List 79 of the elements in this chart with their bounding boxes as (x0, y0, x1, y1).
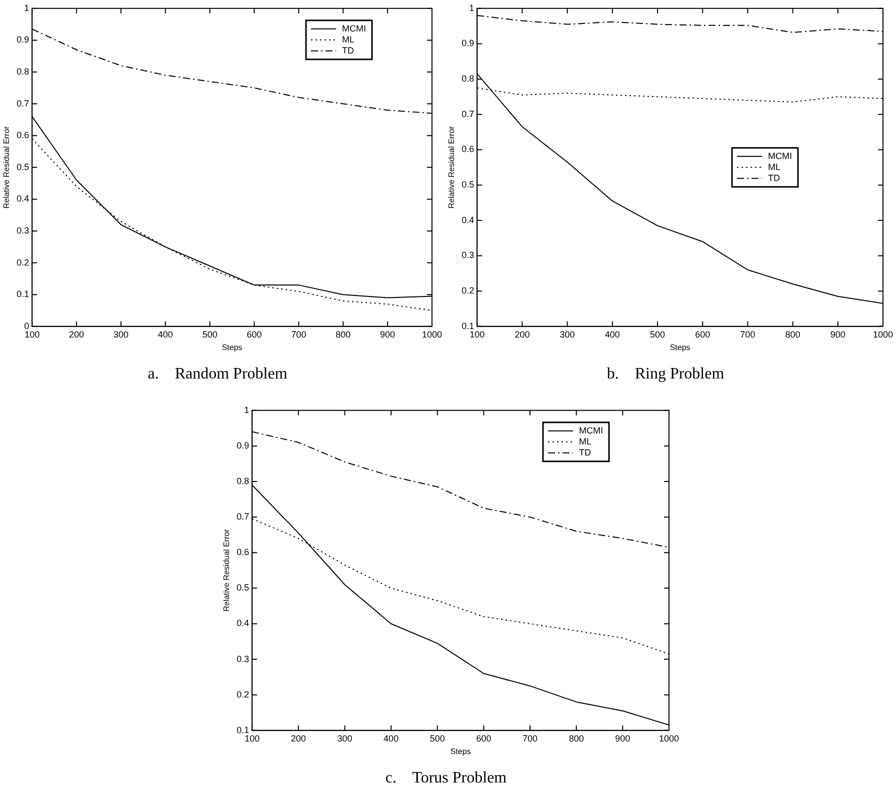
x-tick-label: 900 (380, 329, 396, 340)
x-tick-label: 500 (650, 329, 666, 340)
x-tick-label: 200 (290, 733, 306, 744)
x-tick-label: 100 (470, 329, 485, 340)
x-tick-label: 500 (202, 329, 218, 340)
x-tick-label: 1000 (658, 733, 680, 744)
y-tick-label: 0.6 (236, 547, 250, 558)
x-tick-label: 900 (830, 329, 846, 340)
x-tick-label: 600 (476, 733, 492, 744)
x-axis-title: Steps (670, 343, 690, 352)
y-tick-label: 0.4 (236, 618, 250, 628)
y-tick-label: 0.1 (462, 320, 474, 331)
x-axis-title: Steps (450, 747, 471, 756)
y-axis-title: Relative Residual Error (447, 126, 456, 209)
y-axis-title: Relative Residual Error (2, 126, 12, 209)
legend-label: ML (768, 162, 781, 172)
y-tick-label: 0.9 (16, 34, 30, 45)
x-tick-label: 400 (384, 733, 399, 744)
y-tick-label: 0.5 (236, 582, 250, 593)
y-tick-label: 1 (469, 2, 474, 13)
x-tick-label: 300 (560, 329, 575, 340)
x-tick-label: 900 (615, 733, 630, 744)
legend-label: MCMI (578, 425, 603, 436)
y-tick-label: 0.6 (16, 130, 30, 140)
x-tick-label: 700 (291, 329, 306, 340)
x-tick-label: 300 (337, 733, 352, 744)
y-tick-label: 0.9 (462, 38, 474, 48)
legend-label: TD (342, 45, 354, 56)
y-tick-label: 1 (24, 2, 30, 13)
x-tick-label: 300 (113, 329, 128, 340)
y-tick-label: 0.9 (236, 440, 250, 450)
legend-label: ML (578, 436, 592, 446)
x-tick-label: 200 (69, 329, 84, 340)
y-tick-label: 0.3 (462, 250, 474, 260)
y-axis-title: Relative Residual Error (222, 528, 232, 612)
y-tick-label: 0.7 (16, 98, 30, 108)
y-tick-label: 0.2 (462, 286, 474, 296)
y-tick-label: 0.6 (462, 144, 474, 154)
legend-label: MCMI (342, 23, 366, 34)
x-tick-label: 700 (522, 733, 538, 744)
y-tick-label: 0.4 (462, 214, 474, 225)
x-tick-label: 800 (568, 733, 584, 744)
legend-label: TD (578, 447, 592, 458)
y-tick-label: 0.8 (236, 476, 250, 486)
y-tick-label: 0.1 (16, 289, 30, 300)
y-tick-label: 0.7 (236, 512, 250, 522)
x-tick-label: 100 (244, 733, 260, 744)
y-tick-label: 1 (244, 404, 250, 415)
x-tick-label: 100 (24, 329, 40, 340)
y-tick-label: 0.8 (462, 74, 474, 84)
x-tick-label: 200 (514, 329, 530, 340)
y-tick-label: 0.2 (16, 257, 30, 268)
x-tick-label: 1000 (872, 329, 894, 340)
y-tick-label: 0.5 (16, 162, 30, 172)
x-tick-label: 1000 (422, 329, 442, 340)
y-tick-label: 0.3 (16, 225, 30, 236)
x-tick-label: 500 (430, 733, 445, 744)
y-tick-label: 0.8 (16, 66, 30, 76)
y-tick-label: 0.1 (236, 724, 250, 735)
y-tick-label: 0 (24, 320, 30, 331)
y-tick-label: 0.5 (462, 180, 474, 190)
text: a. Random Problem (148, 366, 288, 383)
legend-label: MCMI (768, 150, 792, 161)
x-tick-label: 400 (604, 329, 620, 340)
y-tick-label: 0.2 (236, 689, 250, 700)
y-tick-label: 0.7 (462, 108, 474, 119)
x-tick-label: 800 (785, 329, 800, 340)
x-tick-label: 600 (246, 329, 262, 340)
y-tick-label: 0.4 (16, 194, 30, 204)
x-axis-title: Steps (222, 343, 242, 352)
legend-label: TD (768, 172, 780, 183)
x-tick-label: 600 (695, 329, 710, 340)
y-tick-label: 0.3 (236, 654, 250, 664)
text: b. Ring Problem (606, 366, 725, 383)
x-tick-label: 400 (158, 329, 173, 340)
legend-label: ML (342, 34, 355, 44)
x-tick-label: 700 (740, 329, 756, 340)
x-tick-label: 800 (336, 329, 351, 340)
text: c. Torus Problem (385, 770, 508, 787)
